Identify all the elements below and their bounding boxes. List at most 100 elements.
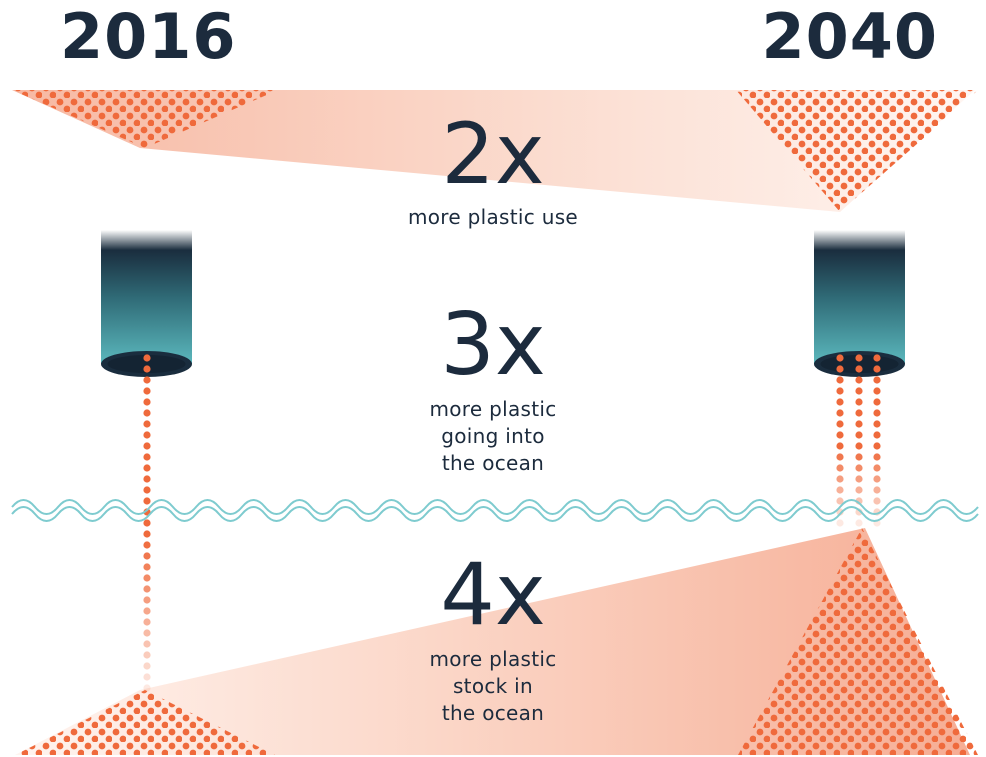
stream-dot-2040 — [873, 486, 881, 494]
stream-dot-2040 — [855, 354, 863, 362]
stream-dot-2040 — [836, 398, 844, 406]
stream-dot-2016 — [143, 398, 151, 406]
stream-dot-2040 — [873, 442, 881, 450]
stream-dot-2040 — [836, 486, 844, 494]
stream-dot-2016 — [143, 673, 151, 681]
stream-dot-2016 — [143, 651, 151, 659]
stream-dot-2016 — [143, 431, 151, 439]
stream-dot-2040 — [836, 365, 844, 373]
plastic-use-multiplier: 2x — [441, 105, 545, 203]
stream-dot-2016 — [143, 585, 151, 593]
stream-dot-2016 — [143, 464, 151, 472]
stream-dot-2016 — [143, 508, 151, 516]
year-2040-label: 2040 — [761, 0, 938, 73]
stream-dot-2040 — [836, 376, 844, 384]
stream-dot-2040 — [855, 464, 863, 472]
stream-dot-2040 — [855, 486, 863, 494]
stream-dot-2016 — [143, 420, 151, 428]
stream-dot-2040 — [873, 464, 881, 472]
pipe-2016 — [101, 230, 192, 377]
stream-dot-2040 — [873, 431, 881, 439]
stream-dot-2016 — [143, 497, 151, 505]
stream-dot-2040 — [873, 376, 881, 384]
stream-dot-2040 — [873, 420, 881, 428]
stream-dot-2040 — [873, 497, 881, 505]
ocean-surface-wave — [11, 499, 979, 522]
year-2016-label: 2016 — [60, 0, 237, 73]
stream-dot-2040 — [836, 453, 844, 461]
ocean-inflow-caption-line: going into — [441, 424, 545, 448]
stream-dot-2040 — [836, 442, 844, 450]
stream-dot-2040 — [836, 475, 844, 483]
ocean-inflow-caption-line: the ocean — [441, 451, 545, 475]
stream-dot-2040 — [855, 431, 863, 439]
stream-dot-2040 — [836, 354, 844, 362]
stream-dot-2016 — [143, 486, 151, 494]
stream-dot-2040 — [836, 497, 844, 505]
stream-dot-2016 — [143, 563, 151, 571]
stream-dot-2016 — [143, 409, 151, 417]
ocean-inflow-caption-line: more plastic — [429, 397, 557, 421]
stream-dot-2040 — [873, 453, 881, 461]
stream-dot-2040 — [836, 431, 844, 439]
ocean-inflow-multiplier: 3x — [440, 295, 546, 395]
stream-dot-2040 — [836, 420, 844, 428]
stream-dot-2040 — [836, 387, 844, 395]
stream-dot-2016 — [143, 618, 151, 626]
stream-dot-2040 — [855, 519, 863, 527]
stream-dot-2016 — [143, 376, 151, 384]
stream-dot-2040 — [855, 475, 863, 483]
stream-dot-2040 — [873, 409, 881, 417]
stream-dot-2040 — [855, 442, 863, 450]
stream-dot-2040 — [873, 387, 881, 395]
stream-dot-2016 — [143, 552, 151, 560]
stream-dot-2040 — [836, 464, 844, 472]
stream-dot-2040 — [873, 475, 881, 483]
stream-dot-2016 — [143, 662, 151, 670]
stream-dot-2016 — [143, 607, 151, 615]
plastic-use-caption-line: more plastic use — [407, 205, 579, 229]
stream-dot-2016 — [143, 519, 151, 527]
stream-dot-2040 — [836, 409, 844, 417]
plastic-streams — [143, 354, 881, 692]
ocean-stock-band — [15, 528, 970, 755]
stream-dot-2040 — [855, 398, 863, 406]
stream-dot-2040 — [873, 398, 881, 406]
stream-dot-2040 — [855, 376, 863, 384]
ocean-stock-caption-line: the ocean — [441, 701, 545, 725]
ocean-stock-caption-line: stock in — [452, 674, 534, 698]
stream-dot-2016 — [143, 541, 151, 549]
plastic-use-band — [12, 90, 975, 212]
plastic-use-dots-2016 — [12, 90, 278, 148]
ocean-stock-multiplier: 4x — [440, 545, 546, 645]
stream-dot-2016 — [143, 442, 151, 450]
stream-dot-2016 — [143, 453, 151, 461]
ocean-stock-dots-2040 — [738, 528, 978, 755]
stream-dot-2040 — [855, 420, 863, 428]
stream-dot-2016 — [143, 684, 151, 692]
ocean-stock-caption-line: more plastic — [429, 647, 557, 671]
stream-dot-2040 — [855, 365, 863, 373]
stream-dot-2040 — [873, 354, 881, 362]
stream-dot-2016 — [143, 530, 151, 538]
stream-dot-2016 — [143, 354, 151, 362]
ocean-stock-dots-2016 — [15, 690, 275, 755]
stream-dot-2040 — [855, 508, 863, 516]
ocean-inflow-caption: more plastic going into the ocean — [0, 396, 986, 477]
plastic-use-dots-2040 — [736, 90, 978, 212]
stream-dot-2016 — [143, 574, 151, 582]
ocean-stock-caption: more plastic stock in the ocean — [0, 646, 986, 727]
stream-dot-2040 — [855, 387, 863, 395]
stream-dot-2016 — [143, 387, 151, 395]
stream-dot-2040 — [836, 519, 844, 527]
stream-dot-2016 — [143, 640, 151, 648]
stream-dot-2040 — [855, 453, 863, 461]
stream-dot-2040 — [855, 409, 863, 417]
plastic-use-caption: more plastic use — [0, 204, 986, 231]
stream-dot-2016 — [143, 629, 151, 637]
stream-dot-2016 — [143, 596, 151, 604]
stream-dot-2016 — [143, 475, 151, 483]
stream-dot-2016 — [143, 365, 151, 373]
